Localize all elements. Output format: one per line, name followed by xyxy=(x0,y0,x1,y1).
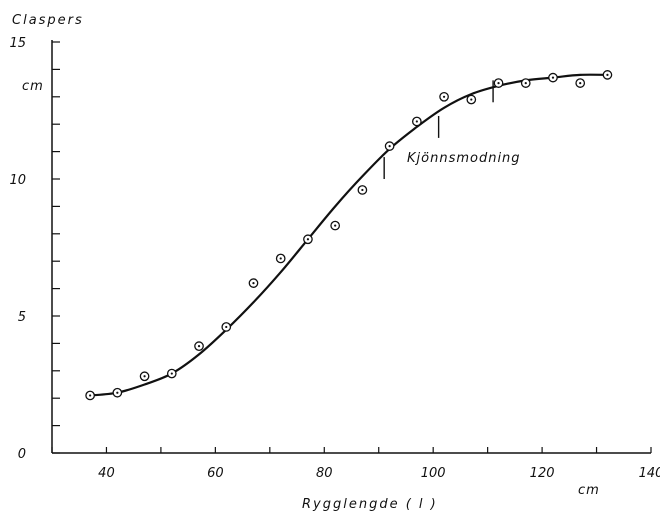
y-tick-label: 15 xyxy=(9,36,26,51)
y-axis-unit: cm xyxy=(22,79,44,94)
data-point-dot xyxy=(170,372,173,375)
data-point xyxy=(384,141,395,151)
data-point-dot xyxy=(334,224,337,227)
fitted-curve-layer xyxy=(89,73,608,397)
x-tick-label: 100 xyxy=(421,466,446,481)
data-point-dot xyxy=(497,82,500,85)
y-tick-label: 5 xyxy=(18,310,26,325)
data-point xyxy=(166,368,177,379)
data-point xyxy=(221,322,232,332)
x-tick-label: 140 xyxy=(639,466,660,481)
y-axis-label: Claspers xyxy=(12,13,84,28)
x-tick-label: 120 xyxy=(530,466,555,481)
data-point-dot xyxy=(279,257,282,260)
data-point-dot xyxy=(388,145,391,148)
y-tick-label: 10 xyxy=(9,173,26,188)
x-axis-unit: cm xyxy=(578,483,600,498)
data-point xyxy=(357,185,368,195)
data-point xyxy=(575,78,586,88)
data-point xyxy=(548,72,558,83)
data-point xyxy=(411,116,422,127)
data-point xyxy=(139,371,150,382)
x-tick-label: 40 xyxy=(98,466,115,481)
fitted-curve-line xyxy=(89,73,608,397)
data-point-dot xyxy=(470,98,473,101)
data-point-dot xyxy=(579,82,582,85)
y-ticks: 0 5 10 15 xyxy=(9,36,60,462)
data-point-dot xyxy=(89,394,92,397)
x-tick-label: 60 xyxy=(207,466,224,481)
data-point-dot xyxy=(225,325,228,329)
data-point xyxy=(439,91,449,102)
x-axis-label: Rygglengde ( l ) xyxy=(302,497,438,512)
x-ticks: 40 60 80 100 120 140 xyxy=(51,447,660,481)
data-point xyxy=(85,390,95,401)
x-tick-label: 80 xyxy=(316,466,333,481)
data-point-dot xyxy=(415,120,418,123)
annotation-label: Kjönnsmodning xyxy=(407,151,521,166)
data-point xyxy=(112,387,123,398)
data-point-dot xyxy=(143,375,146,378)
data-point-dot xyxy=(116,391,119,394)
data-points-layer xyxy=(85,70,613,401)
data-point xyxy=(248,278,259,288)
data-point-dot xyxy=(361,188,364,192)
data-point xyxy=(275,253,286,264)
data-point-dot xyxy=(551,76,555,79)
data-point-dot xyxy=(524,82,527,85)
data-point-dot xyxy=(252,282,255,285)
data-point xyxy=(520,78,531,88)
y-tick-label: 0 xyxy=(18,447,26,462)
data-point xyxy=(493,78,504,88)
data-point xyxy=(194,341,204,351)
axes: 0 5 10 15 40 60 80 100 120 140 xyxy=(9,36,660,481)
annotation-markers-layer xyxy=(383,80,494,179)
data-point xyxy=(330,220,341,231)
data-point xyxy=(303,234,313,245)
data-point-dot xyxy=(442,95,446,98)
data-point xyxy=(466,94,477,105)
data-point-dot xyxy=(606,73,609,76)
data-point xyxy=(602,70,613,80)
data-point-dot xyxy=(306,238,310,241)
data-point-dot xyxy=(197,345,201,348)
